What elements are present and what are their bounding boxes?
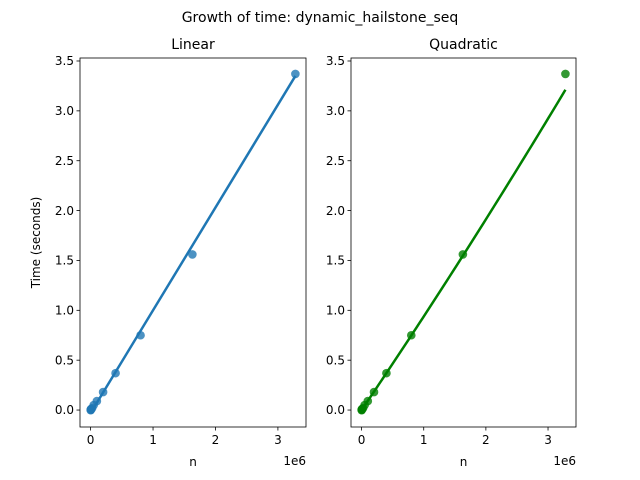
y-tick-label: 2.5 [326, 154, 345, 168]
data-point [561, 69, 570, 79]
axes-frame [79, 57, 307, 428]
data-point [382, 368, 391, 378]
x-tick-label: 1 [420, 433, 428, 447]
x-axis-label: n [189, 455, 197, 469]
data-point [291, 69, 300, 79]
x-offset-label: 1e6 [553, 454, 576, 468]
y-tick-label: 3.0 [326, 104, 345, 118]
y-tick-label: 0.5 [55, 353, 74, 367]
figure-title: Growth of time: dynamic_hailstone_seq [182, 10, 459, 26]
regression-line [89, 75, 297, 414]
y-tick-label: 2.5 [55, 154, 74, 168]
x-axis-label: n [460, 455, 468, 469]
data-point [369, 387, 379, 397]
x-tick-label: 3 [544, 433, 552, 447]
y-tick-label: 2.0 [326, 204, 345, 218]
x-tick-label: 0 [87, 433, 95, 447]
x-tick-label: 0 [358, 433, 366, 447]
x-tick-label: 1 [149, 433, 157, 447]
regression-line [360, 89, 567, 411]
y-tick-label: 1.0 [326, 304, 345, 318]
y-axis-label: Time (seconds) [29, 197, 43, 290]
data-point [363, 396, 373, 406]
quadratic-panel: Quadratic 0 1 2 3 0.0 0.5 1.0 1.5 2.0 2.5 3.0 3.5 1e6… [326, 37, 577, 469]
data-point [458, 250, 468, 259]
y-tick-label: 2.0 [55, 204, 74, 218]
data-point [136, 330, 145, 340]
panel-title: Linear [171, 37, 215, 53]
y-tick-label: 0.0 [326, 403, 345, 417]
data-point [406, 330, 416, 340]
x-tick-label: 2 [482, 433, 490, 447]
y-tick-label: 0.0 [55, 403, 74, 417]
x-tick-label: 2 [212, 433, 220, 447]
x-offset-label: 1e6 [283, 454, 306, 468]
axes-frame [350, 57, 577, 428]
panel-title: Quadratic [429, 37, 498, 53]
x-tick-label: 3 [274, 433, 282, 447]
data-point [98, 387, 108, 397]
data-point [111, 368, 120, 378]
data-point [188, 250, 197, 259]
y-tick-label: 1.0 [55, 304, 74, 318]
y-tick-label: 1.5 [326, 254, 345, 268]
y-tick-label: 0.5 [326, 353, 345, 367]
data-point [92, 396, 102, 406]
y-tick-label: 3.5 [55, 54, 74, 68]
y-tick-label: 3.5 [326, 54, 345, 68]
linear-panel: Linear 0 1 2 3 0.0 0.5 1.0 1.5 2.0 2.5 3.0 3.5 1e6 n Ti… [29, 37, 307, 469]
y-tick-label: 3.0 [55, 104, 74, 118]
y-tick-label: 1.5 [55, 254, 74, 268]
